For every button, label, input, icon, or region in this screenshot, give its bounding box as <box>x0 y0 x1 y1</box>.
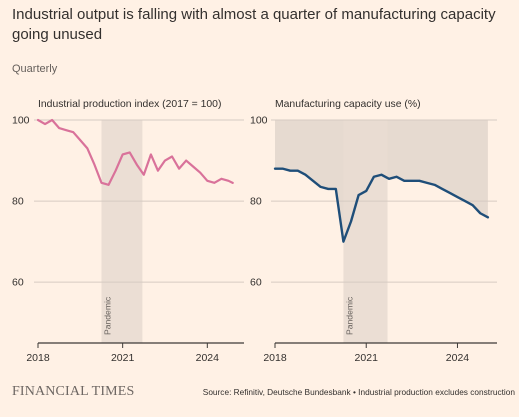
data-point-2-7 <box>320 186 321 187</box>
panel-title-1: Industrial production index (2017 = 100) <box>38 99 221 110</box>
y-tick-label-1-60: 60 <box>12 277 24 289</box>
pandemic-period-shading <box>343 120 388 343</box>
x-tick-label-1-2024: 2024 <box>196 352 220 364</box>
series-line-1-1 <box>36 118 234 186</box>
data-point-1-3 <box>51 119 52 120</box>
unused-capacity-area <box>275 120 488 242</box>
data-point-2-17 <box>396 176 397 177</box>
data-point-1-22 <box>185 160 186 161</box>
data-point-2-20 <box>419 180 420 181</box>
data-point-2-5 <box>305 174 306 175</box>
data-point-1-8 <box>87 148 88 149</box>
y-tick-label-2-80: 80 <box>250 196 262 208</box>
y-tick-label-1-80: 80 <box>12 196 24 208</box>
data-point-1-26 <box>214 182 215 183</box>
data-point-1-12 <box>115 170 116 171</box>
data-point-1-24 <box>200 172 201 173</box>
data-point-2-9 <box>335 188 336 189</box>
chart-panel-2: Manufacturing capacity use (%) 100 80 60 201… <box>250 99 497 364</box>
x-tick-label-1-2018: 2018 <box>26 352 50 364</box>
y-tick-label-1-100: 100 <box>12 115 30 127</box>
data-point-2-11 <box>350 221 351 222</box>
data-point-2-24 <box>449 192 450 193</box>
series-line-2-1 <box>273 167 490 243</box>
data-point-2-19 <box>411 180 412 181</box>
data-point-2-18 <box>404 180 405 181</box>
chart-title-line: Industrial output is falling with almost… <box>12 6 496 23</box>
data-point-2-23 <box>442 188 443 189</box>
pandemic-label-2: Pandemic <box>344 296 354 335</box>
x-tick-label-2-2018: 2018 <box>263 352 287 364</box>
data-point-2-14 <box>373 176 374 177</box>
data-point-2-6 <box>312 180 313 181</box>
data-point-2-1 <box>274 168 275 169</box>
data-point-2-27 <box>472 204 473 205</box>
data-point-1-16 <box>143 174 144 175</box>
pandemic-label-1: Pandemic <box>102 296 112 335</box>
data-point-1-11 <box>108 184 109 185</box>
data-point-2-26 <box>464 200 465 201</box>
data-point-1-18 <box>157 170 158 171</box>
data-point-1-28 <box>228 180 229 181</box>
data-point-2-13 <box>366 190 367 191</box>
data-point-1-27 <box>221 178 222 179</box>
data-point-1-17 <box>150 154 151 155</box>
y-tick-label-2-100: 100 <box>250 115 268 127</box>
data-point-1-25 <box>207 180 208 181</box>
data-point-2-2 <box>282 168 283 169</box>
data-point-1-15 <box>136 164 137 165</box>
data-point-2-25 <box>457 196 458 197</box>
data-point-1-4 <box>58 127 59 128</box>
data-point-2-15 <box>381 174 382 175</box>
data-point-1-6 <box>73 131 74 132</box>
data-point-2-22 <box>434 184 435 185</box>
chart-panel-1: Industrial production index (2017 = 100)… <box>12 99 244 364</box>
data-point-2-21 <box>426 182 427 183</box>
data-point-1-7 <box>80 140 81 141</box>
data-point-1-13 <box>122 154 123 155</box>
data-point-2-3 <box>290 170 291 171</box>
source-note: Source: Refinitiv, Deutsche Bundesbank •… <box>203 387 516 397</box>
data-point-1-5 <box>66 129 67 130</box>
x-tick-label-2-2024: 2024 <box>446 352 470 364</box>
data-point-1-21 <box>178 168 179 169</box>
data-point-1-19 <box>164 160 165 161</box>
data-point-2-8 <box>328 188 329 189</box>
data-point-1-20 <box>171 156 172 157</box>
data-point-1-1 <box>37 119 38 120</box>
data-point-2-10 <box>343 241 344 242</box>
data-point-1-29 <box>232 182 233 183</box>
data-point-1-10 <box>101 182 102 183</box>
data-point-1-14 <box>129 152 130 153</box>
chart-title: Industrial output is falling with almost… <box>12 6 496 43</box>
publisher-logo: FINANCIAL TIMES <box>12 384 134 399</box>
data-point-1-2 <box>44 123 45 124</box>
chart-subtitle: Quarterly <box>12 63 58 75</box>
panel-title-2: Manufacturing capacity use (%) <box>275 99 421 110</box>
chart-title-line: going unused <box>12 26 102 43</box>
data-point-2-12 <box>358 194 359 195</box>
data-point-1-9 <box>94 164 95 165</box>
x-tick-label-2-2021: 2021 <box>355 352 379 364</box>
y-tick-label-2-60: 60 <box>250 277 262 289</box>
data-point-2-29 <box>487 217 488 218</box>
data-point-2-28 <box>480 213 481 214</box>
data-point-2-4 <box>297 170 298 171</box>
x-tick-label-1-2021: 2021 <box>111 352 135 364</box>
data-point-2-16 <box>388 178 389 179</box>
data-point-1-23 <box>193 166 194 167</box>
